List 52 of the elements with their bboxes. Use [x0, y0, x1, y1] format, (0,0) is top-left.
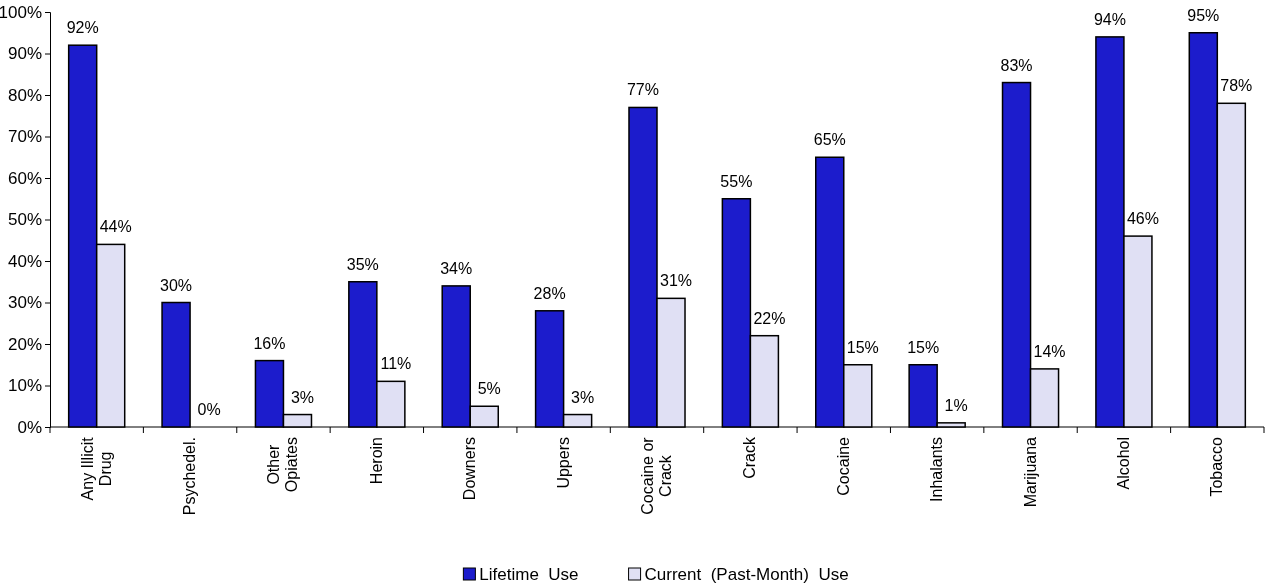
- legend-label: Current (Past-Month) Use: [644, 565, 849, 584]
- text: 3%: [290, 388, 315, 406]
- text: 35%: [346, 255, 379, 273]
- x-tick-label: Cocaine: [834, 436, 852, 496]
- text: 31%: [659, 272, 693, 290]
- x-tick-label: Other Opiates: [265, 437, 301, 493]
- text: 1%: [944, 396, 968, 414]
- text: 28%: [533, 284, 566, 302]
- x-tick-label: Heroin: [367, 437, 385, 485]
- text: 78%: [1220, 77, 1253, 95]
- text: 3%: [571, 388, 595, 406]
- x-tick-label: Tobacco: [1208, 436, 1226, 497]
- text: 92%: [66, 19, 99, 37]
- x-tick-label: Cocaine or Crack: [639, 436, 674, 515]
- text: 22%: [753, 309, 786, 327]
- y-tick-label: 30%: [7, 293, 42, 313]
- y-tick-label: 20%: [7, 334, 42, 354]
- y-tick-label: 40%: [7, 251, 42, 271]
- text: 34%: [440, 259, 473, 277]
- text: 46%: [1126, 210, 1159, 228]
- text: 94%: [1093, 10, 1126, 28]
- y-tick-label: 90%: [7, 44, 42, 64]
- y-tick-label: 100%: [0, 2, 42, 22]
- text: 95%: [1187, 6, 1220, 24]
- y-tick-label: 0%: [17, 417, 42, 437]
- x-tick-label: Any Illicit Drug: [78, 436, 114, 501]
- text: 55%: [720, 172, 753, 190]
- text: 15%: [846, 338, 879, 356]
- text: 16%: [253, 334, 286, 352]
- text: 14%: [1033, 342, 1066, 360]
- text: 44%: [99, 218, 132, 236]
- text: 5%: [477, 380, 501, 398]
- x-tick-label: Crack: [741, 436, 759, 479]
- x-tick-label: Marijuana: [1021, 436, 1039, 508]
- y-tick-label: 70%: [7, 127, 42, 147]
- x-tick-label: Alcohol: [1114, 437, 1132, 490]
- text: 83%: [1000, 56, 1033, 74]
- y-tick-label: 60%: [7, 168, 42, 188]
- x-tick-label: Downers: [461, 437, 479, 501]
- legend-label: Lifetime Use: [479, 565, 579, 584]
- y-tick-label: 80%: [7, 85, 42, 105]
- x-tick-label: Psychedel.: [181, 437, 199, 516]
- y-tick-label: 10%: [7, 376, 42, 396]
- text: 15%: [907, 338, 940, 356]
- x-tick-label: Uppers: [554, 437, 572, 489]
- text: 11%: [380, 355, 412, 373]
- x-tick-label: Inhalants: [928, 437, 946, 502]
- text: 30%: [160, 276, 193, 294]
- text: 77%: [626, 81, 660, 99]
- y-tick-label: 50%: [7, 210, 42, 230]
- text: 65%: [813, 131, 846, 149]
- text: 0%: [197, 401, 221, 418]
